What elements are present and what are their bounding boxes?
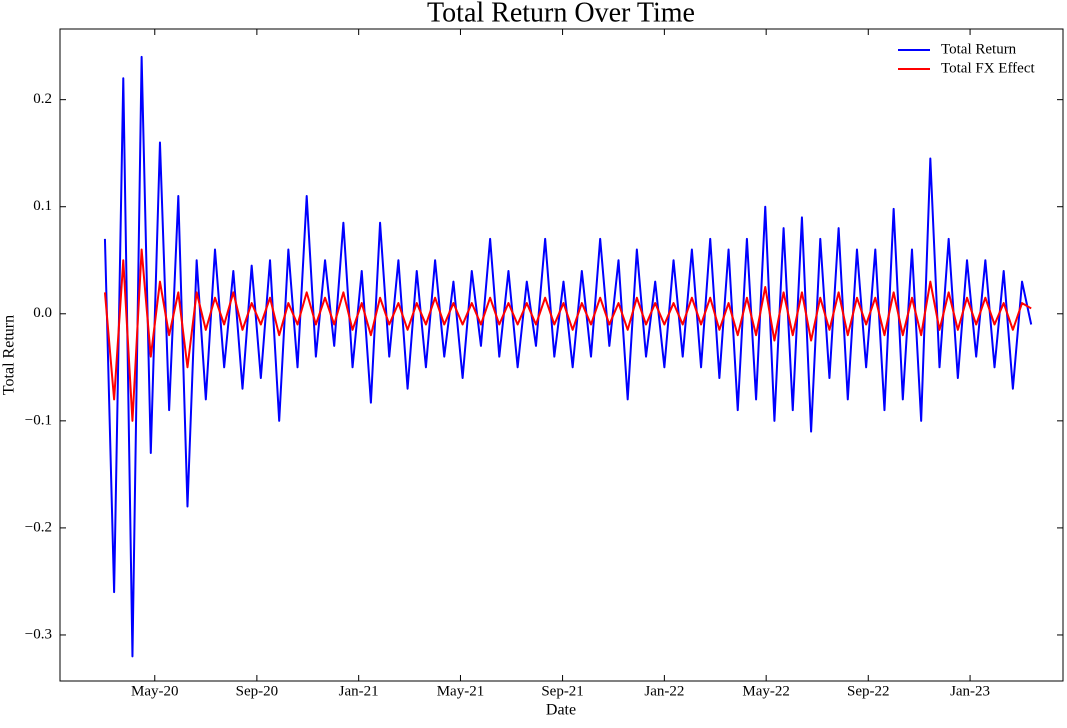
- x-tick-label: May-22: [742, 683, 790, 699]
- y-tick-label: 0.0: [33, 305, 52, 321]
- x-tick-label: May-21: [437, 683, 485, 699]
- x-tick-label: May-20: [131, 683, 179, 699]
- line-series: [103, 248, 1032, 422]
- y-tick-label: −0.1: [25, 412, 52, 428]
- x-tick-label: Jan-22: [644, 683, 684, 699]
- x-tick-label: Jan-21: [339, 683, 379, 699]
- x-axis-label: Date: [546, 702, 576, 719]
- legend-label: Total FX Effect: [941, 60, 1035, 76]
- line-series: [103, 55, 1033, 658]
- chart-title: Total Return Over Time: [427, 0, 695, 28]
- y-tick-label: 0.1: [33, 198, 52, 214]
- y-axis-label: Total Return: [1, 315, 18, 395]
- x-tick-label: Sep-21: [541, 683, 584, 699]
- y-tick-label: −0.3: [25, 626, 52, 642]
- y-tick-label: −0.2: [25, 519, 52, 535]
- x-tick-label: Sep-20: [236, 683, 279, 699]
- y-tick-label: 0.2: [33, 91, 52, 107]
- legend-label: Total Return: [941, 41, 1017, 57]
- x-tick-label: Sep-22: [847, 683, 890, 699]
- plot-frame: [59, 28, 1064, 682]
- x-tick-label: Jan-23: [950, 683, 990, 699]
